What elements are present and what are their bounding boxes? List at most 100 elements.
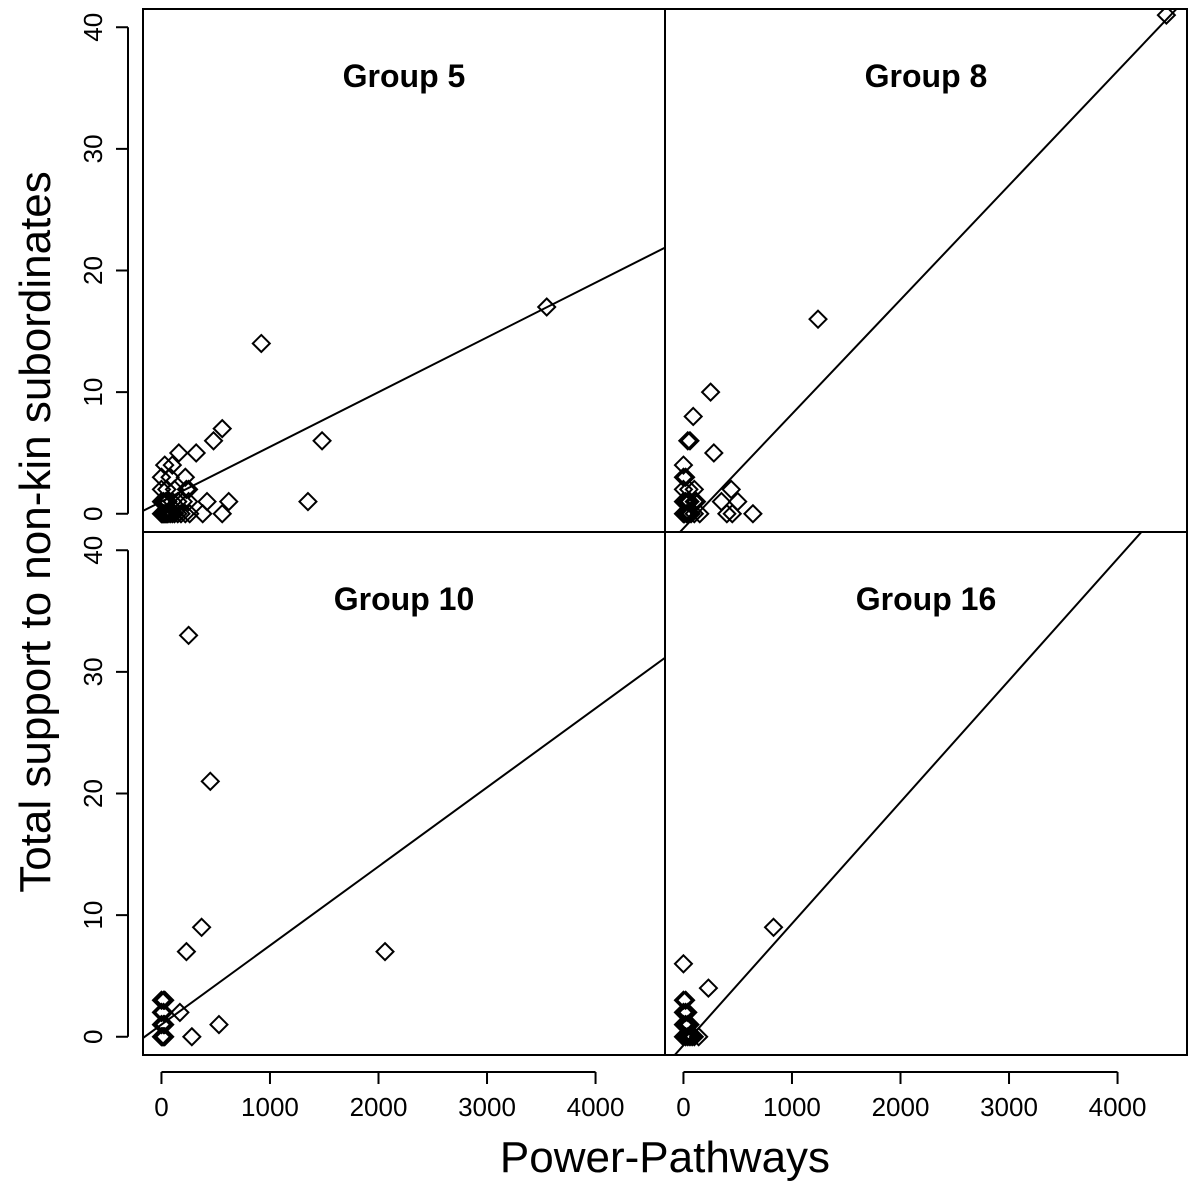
data-point	[158, 491, 178, 512]
data-point	[711, 491, 732, 512]
data-point	[688, 1026, 709, 1047]
data-point	[698, 978, 719, 999]
y-tick-label: 0	[78, 1030, 108, 1044]
data-point	[684, 479, 705, 500]
points	[151, 625, 395, 1047]
x-tick-label: 2000	[350, 1092, 408, 1122]
data-point	[716, 503, 737, 524]
data-point	[673, 953, 694, 974]
data-point	[680, 430, 700, 451]
data-point	[192, 503, 213, 524]
data-point	[808, 309, 828, 330]
data-point	[203, 430, 224, 451]
data-point	[536, 297, 557, 317]
data-point	[763, 917, 784, 938]
data-point	[676, 503, 697, 524]
y-tick-label: 40	[78, 536, 108, 565]
data-point	[175, 503, 196, 524]
data-point	[209, 1014, 229, 1035]
data-point	[176, 479, 197, 500]
data-point	[742, 503, 763, 524]
data-point	[675, 1014, 696, 1035]
fit-line	[673, 532, 1143, 1055]
panel-title: Group 10	[334, 581, 474, 617]
panel-frame	[664, 531, 1188, 1056]
data-point	[673, 1014, 694, 1035]
panel-title: Group 16	[856, 581, 996, 617]
panel-group-16: Group 16	[664, 531, 1188, 1056]
data-point	[178, 479, 199, 500]
y-tick-label: 30	[78, 657, 108, 686]
data-point	[673, 455, 694, 476]
data-point	[673, 990, 694, 1011]
panels-layer: Group 5 Group 8 Group 10 Group 16	[142, 8, 1188, 1056]
data-point	[175, 467, 196, 488]
points	[151, 297, 557, 524]
data-point	[151, 467, 172, 488]
data-point	[721, 479, 742, 500]
data-point	[181, 1026, 202, 1047]
data-point	[677, 430, 698, 451]
data-point	[154, 455, 175, 476]
y-axis-1: 0 10 20 30 40	[78, 13, 129, 521]
data-point	[218, 491, 239, 512]
data-point	[154, 1014, 175, 1035]
data-point	[675, 1026, 696, 1047]
data-point	[298, 491, 318, 512]
data-point	[153, 491, 174, 512]
x-tick-label: 2000	[872, 1092, 930, 1122]
x-axis-1: 0 1000 2000 3000 4000	[154, 1071, 624, 1122]
data-point	[169, 1002, 190, 1023]
data-point	[178, 625, 199, 646]
data-point	[677, 491, 698, 512]
fit-line	[143, 656, 665, 1039]
data-point	[186, 443, 207, 463]
data-point	[212, 503, 233, 524]
x-tick-label: 3000	[980, 1092, 1038, 1122]
data-point	[684, 1026, 705, 1047]
x-axis-title: Power-Pathways	[500, 1133, 830, 1182]
data-point	[686, 491, 707, 512]
data-point	[162, 455, 183, 476]
x-tick-label: 0	[154, 1092, 168, 1122]
panel-title: Group 8	[865, 58, 988, 94]
data-point	[684, 503, 705, 524]
data-point	[675, 467, 696, 488]
data-point	[176, 941, 197, 962]
data-point	[154, 1026, 175, 1047]
y-axis-title: Total support to non-kin subordinates	[11, 171, 60, 893]
data-point	[153, 1002, 174, 1023]
data-point	[158, 503, 178, 524]
y-axis-2: 0 10 20 30 40	[78, 536, 129, 1044]
data-point	[722, 503, 743, 524]
data-point	[682, 1026, 703, 1047]
data-point	[680, 1026, 700, 1047]
data-point	[675, 990, 696, 1011]
data-point	[673, 467, 694, 488]
fit-line	[678, 9, 1178, 532]
y-tick-label: 30	[78, 134, 108, 163]
y-tick-label: 0	[78, 507, 108, 521]
points	[673, 917, 784, 1047]
data-point	[154, 990, 175, 1011]
data-point	[178, 491, 199, 512]
data-point	[677, 1002, 698, 1023]
data-point	[212, 418, 233, 439]
x-tick-label: 4000	[1089, 1092, 1147, 1122]
data-point	[197, 491, 217, 512]
y-tick-label: 20	[78, 779, 108, 808]
data-point	[680, 1014, 700, 1035]
fit-line	[143, 246, 665, 512]
data-point	[312, 430, 332, 451]
data-point	[683, 406, 704, 427]
y-axes: 0 10 20 30 40 0 10 20 30 40	[78, 13, 129, 1044]
y-tick-label: 40	[78, 13, 108, 42]
data-point	[151, 1002, 172, 1023]
y-tick-label: 10	[78, 901, 108, 930]
x-tick-label: 1000	[763, 1092, 821, 1122]
x-axes: 0 1000 2000 3000 4000 0 1000 2000 3000 4000	[154, 1071, 1147, 1122]
y-tick-label: 10	[78, 378, 108, 407]
panel-group-8: Group 8	[664, 8, 1188, 533]
data-point	[151, 1014, 172, 1035]
